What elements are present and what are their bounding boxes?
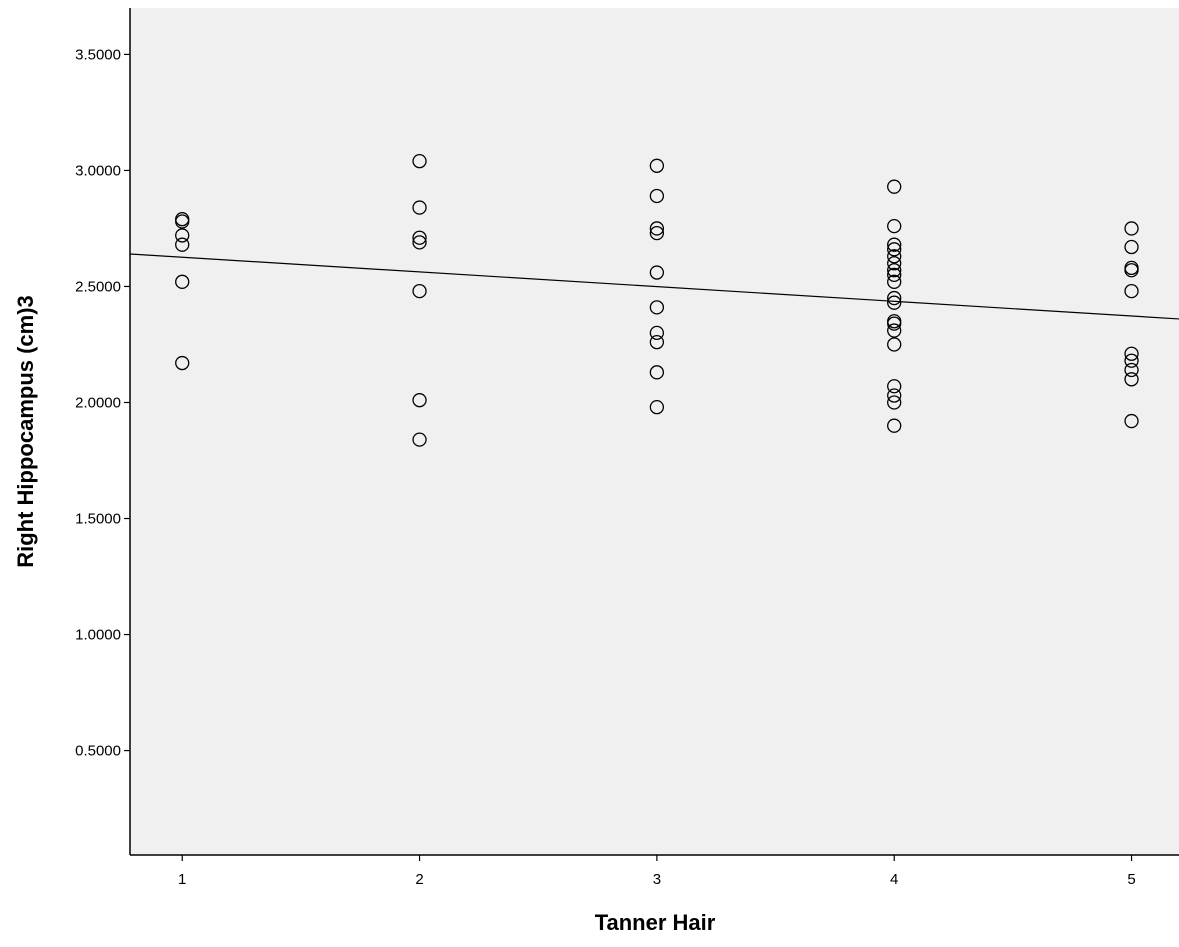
y-tick-label: 3.0000 xyxy=(75,162,121,179)
data-point xyxy=(649,225,665,241)
data-point xyxy=(887,379,902,394)
data-point xyxy=(887,237,902,252)
data-point xyxy=(412,235,427,250)
data-point xyxy=(412,230,427,245)
data-point xyxy=(175,355,190,371)
x-axis-title: Tanner Hair xyxy=(595,910,716,935)
data-point xyxy=(887,263,902,278)
data-point xyxy=(1124,413,1139,429)
y-axis-ticks: 0.5000 1.0000 1.5000 2.0000 2.5000 3.0000 3.50… xyxy=(75,46,130,760)
data-point xyxy=(887,337,902,352)
x-tick-label: 2 xyxy=(415,871,423,888)
data-point xyxy=(887,290,902,306)
data-point xyxy=(412,283,427,299)
data-point xyxy=(887,218,902,234)
data-point xyxy=(175,274,190,289)
fit-line xyxy=(129,253,1179,320)
data-point xyxy=(887,242,902,257)
data-point xyxy=(887,418,902,433)
data-point xyxy=(887,295,902,310)
data-point xyxy=(412,200,427,215)
data-point xyxy=(175,228,190,243)
plot-area: 0.5000 1.0000 1.5000 2.0000 2.5000 3.0000 3.50… xyxy=(75,8,1179,888)
data-point xyxy=(887,388,902,403)
y-axis-title: Right Hippocampus (cm)3 xyxy=(13,295,38,568)
y-tick-label: 0.5000 xyxy=(75,743,121,760)
y-tick-label: 2.0000 xyxy=(75,394,121,411)
x-tick-label: 4 xyxy=(890,871,898,888)
data-point xyxy=(887,267,902,283)
data-point xyxy=(649,365,665,380)
data-point xyxy=(412,154,427,169)
data-point xyxy=(412,432,427,447)
data-point xyxy=(649,335,665,350)
data-point xyxy=(1124,283,1139,299)
data-point xyxy=(175,214,190,229)
data-point xyxy=(649,188,665,204)
data-point xyxy=(649,265,665,280)
data-point xyxy=(887,256,902,271)
data-point xyxy=(649,399,665,415)
data-point xyxy=(887,395,902,410)
y-tick-label: 1.5000 xyxy=(75,511,121,528)
data-point xyxy=(887,249,902,264)
data-points xyxy=(175,154,1139,447)
x-tick-label: 1 xyxy=(178,871,186,888)
y-tick-label: 1.0000 xyxy=(75,627,121,644)
y-tick-label: 2.5000 xyxy=(75,278,121,295)
y-tick-label: 3.5000 xyxy=(75,46,121,63)
x-tick-label: 3 xyxy=(653,871,661,888)
data-point xyxy=(1124,372,1139,387)
data-point xyxy=(1124,239,1139,255)
data-point xyxy=(887,316,902,331)
x-axis-ticks: 1 2 3 4 5 xyxy=(178,855,1136,888)
data-point xyxy=(649,158,665,173)
x-tick-label: 5 xyxy=(1127,871,1135,888)
data-point xyxy=(887,179,902,194)
data-point xyxy=(649,300,665,315)
data-point xyxy=(1124,362,1139,378)
data-point xyxy=(649,325,665,341)
data-point xyxy=(887,274,902,289)
data-point xyxy=(1124,353,1139,368)
data-point xyxy=(649,221,665,236)
data-point xyxy=(175,237,190,252)
data-point xyxy=(1124,346,1139,361)
plot-background xyxy=(130,8,1179,855)
data-point xyxy=(1124,221,1139,236)
data-point xyxy=(1124,263,1139,278)
data-point xyxy=(887,323,902,338)
data-point xyxy=(412,393,427,408)
